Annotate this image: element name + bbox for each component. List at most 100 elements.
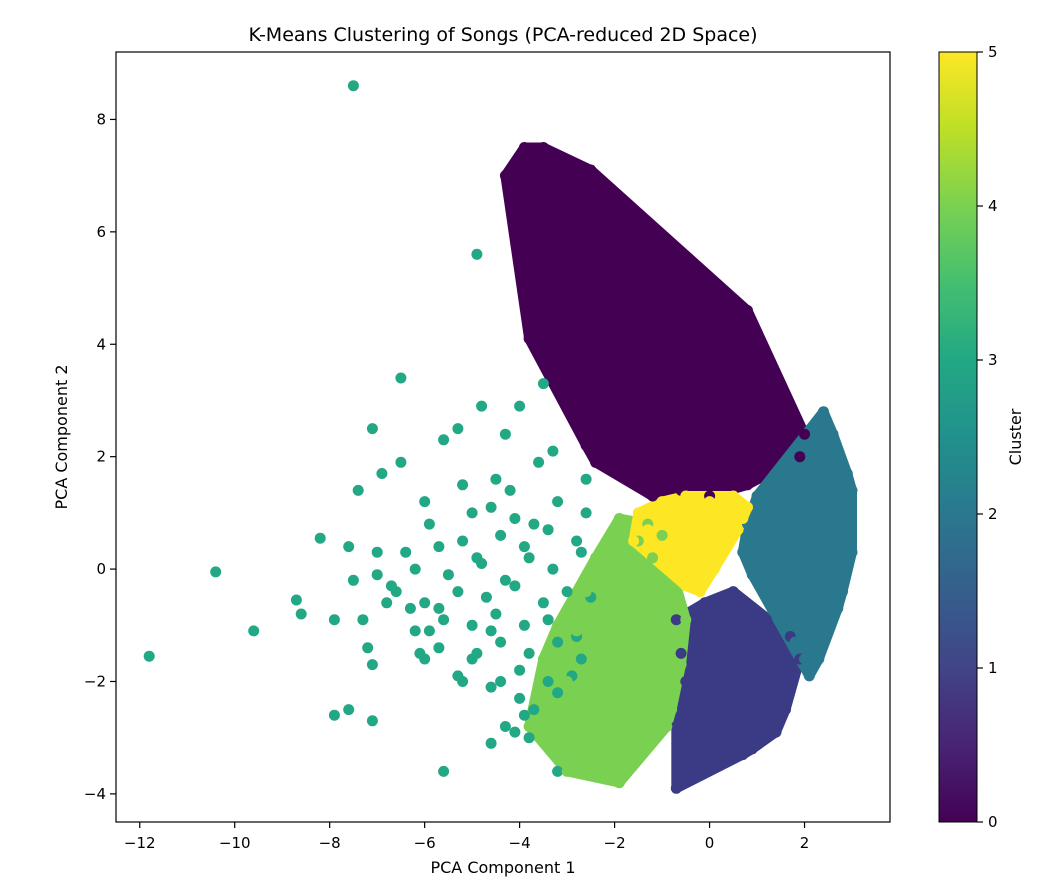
- colorbar-tick-label: 1: [988, 659, 998, 677]
- x-tick-label: −10: [219, 834, 251, 852]
- cluster-5-point: [694, 586, 706, 598]
- cluster-3-point: [409, 563, 421, 575]
- cluster-1-point: [742, 602, 753, 614]
- cluster-3-point: [499, 428, 511, 440]
- cluster-5-point: [732, 524, 744, 536]
- cluster-1-point: [761, 614, 772, 626]
- cluster-0-point: [609, 395, 621, 406]
- cluster-4-point: [651, 574, 663, 586]
- cluster-3-point: [400, 546, 412, 558]
- cluster-0-point: [713, 350, 725, 361]
- cluster-4-point: [556, 659, 568, 671]
- cluster-5-point: [708, 563, 720, 575]
- cluster-3-point: [347, 80, 359, 92]
- cluster-0-point: [670, 417, 682, 429]
- cluster-0-point: [704, 321, 716, 333]
- cluster-5-point: [656, 496, 668, 508]
- cluster-3-point: [352, 484, 364, 496]
- cluster-5-point: [642, 524, 654, 536]
- cluster-2-point: [818, 625, 829, 637]
- cluster-3-point: [395, 372, 407, 384]
- cluster-3-point: [404, 602, 416, 614]
- cluster-0-point: [585, 260, 597, 272]
- cluster-4-point: [666, 586, 678, 598]
- cluster-0-point: [780, 434, 791, 446]
- cluster-0-point: [765, 445, 777, 457]
- cluster-0-point: [599, 428, 611, 440]
- cluster-3-point: [328, 614, 340, 626]
- cluster-3-point: [514, 664, 526, 676]
- cluster-3-point: [518, 709, 530, 721]
- cluster-0-point: [561, 372, 573, 384]
- cluster-2-point: [827, 428, 839, 440]
- cluster-0-point: [628, 321, 640, 333]
- cluster-1-point: [718, 636, 730, 648]
- cluster-3-point: [419, 653, 431, 665]
- cluster-0-point: [770, 406, 782, 418]
- cluster-0-point: [694, 445, 706, 457]
- cluster-4-point: [590, 552, 602, 564]
- cluster-4-point: [632, 721, 644, 732]
- cluster-2-point: [737, 546, 749, 558]
- cluster-3-point: [495, 636, 507, 648]
- cluster-0-point: [704, 366, 716, 378]
- y-axis-ticks: −4 −2 0 2 4 6 8: [84, 110, 116, 803]
- cluster-4-point: [599, 726, 611, 738]
- cluster-3-point: [547, 445, 559, 457]
- cluster-3-point: [466, 507, 478, 519]
- cluster-0-point: [794, 451, 806, 463]
- cluster-4-point: [552, 619, 564, 631]
- cluster-3-point: [490, 608, 502, 620]
- cluster-4-point: [561, 765, 573, 777]
- cluster-3-point: [357, 614, 369, 626]
- y-tick-label: 6: [96, 223, 106, 241]
- cluster-3-point: [523, 552, 535, 564]
- cluster-2-point: [756, 535, 768, 547]
- cluster-0-point: [751, 451, 763, 463]
- cluster-4-point: [628, 619, 640, 631]
- cluster-3-point: [248, 625, 260, 637]
- y-tick-label: −2: [84, 672, 106, 690]
- cluster-5-point: [727, 490, 739, 502]
- colorbar-ticks: 0 1 2 3 4 5: [977, 43, 998, 831]
- cluster-3-point: [366, 715, 378, 727]
- cluster-3-point: [490, 473, 502, 485]
- cluster-1-point: [765, 642, 777, 654]
- cluster-3-point: [495, 529, 507, 541]
- cluster-1-point: [670, 782, 682, 794]
- cluster-4-point: [647, 653, 659, 665]
- cluster-0-point: [637, 260, 649, 272]
- cluster-2-point: [846, 546, 858, 558]
- cluster-5-point: [742, 501, 753, 513]
- cluster-1-point: [680, 676, 692, 687]
- cluster-1-point: [780, 704, 791, 716]
- cluster-3-point: [409, 625, 421, 637]
- cluster-1-point: [670, 721, 682, 732]
- cluster-0-point: [628, 473, 640, 485]
- cluster-1-point: [723, 698, 735, 710]
- cluster-0-point: [685, 299, 697, 311]
- cluster-3-point: [547, 563, 559, 575]
- cluster-2-point: [799, 653, 810, 665]
- x-axis-label: PCA Component 1: [430, 858, 575, 877]
- cluster-4-point: [613, 777, 625, 789]
- cluster-3-point: [528, 518, 540, 530]
- cluster-3-point: [438, 434, 450, 446]
- data-points: [143, 80, 858, 794]
- cluster-3-point: [343, 541, 355, 553]
- cluster-3-point: [290, 594, 302, 606]
- cluster-1-point: [718, 737, 730, 749]
- cluster-4-point: [613, 513, 625, 524]
- cluster-3-point: [485, 681, 497, 693]
- cluster-2-point: [789, 636, 801, 648]
- cluster-0-point: [499, 170, 511, 182]
- cluster-2-point: [841, 468, 853, 479]
- cluster-0-point: [732, 417, 744, 429]
- cluster-3-point: [433, 642, 445, 654]
- cluster-1-point: [713, 670, 725, 682]
- cluster-3-point: [452, 670, 464, 682]
- cluster-1-point: [704, 726, 716, 738]
- cluster-4-point: [609, 580, 621, 592]
- cluster-3-point: [442, 569, 454, 581]
